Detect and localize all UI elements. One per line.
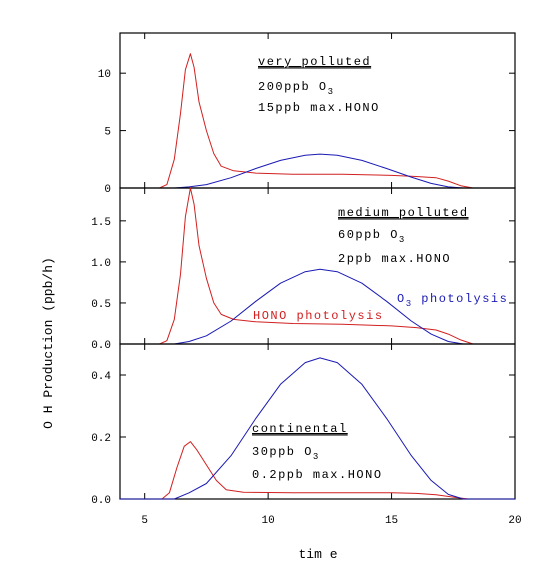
x-tick-label: 5 (141, 515, 148, 527)
y-tick-label: 5 (104, 127, 111, 139)
annotation-ozone-sub: 3 (399, 235, 406, 245)
o3-photolysis-line (120, 153, 515, 189)
annotation-ozone: 200ppb O3 (258, 80, 335, 97)
annotation-ozone: 60ppb O3 (338, 228, 406, 245)
y-tick-label: 1.0 (91, 258, 111, 270)
o3-photolysis-label: O3 photolysis (397, 292, 508, 309)
annotation-hono: 15ppb max.HONO (258, 101, 380, 115)
annotation-ozone: 30ppb O3 (252, 445, 320, 462)
y-tick-label: 10 (98, 69, 111, 81)
annotation-ozone-main: 200ppb O (258, 80, 328, 94)
annotation-hono: 0.2ppb max.HONO (252, 468, 383, 482)
annotation-ozone-main: 60ppb O (338, 228, 399, 242)
annotation-heading: continental (252, 422, 348, 436)
hono-photolysis-line (120, 53, 515, 189)
annotation-heading: medium polluted (338, 206, 469, 220)
y-tick-label: 0.2 (91, 433, 111, 445)
y-tick-label: 0.5 (91, 299, 111, 311)
annotation-hono: 2ppb max.HONO (338, 252, 451, 266)
o3-label-rest: photolysis (413, 292, 509, 306)
o3-photolysis-line (120, 268, 515, 345)
annotation-ozone-sub: 3 (328, 87, 335, 97)
x-tick-label: 20 (508, 515, 521, 527)
panel-continental: 0.0 0.2 0.4 continental 30ppb O3 0.2ppb max.H… (91, 343, 516, 507)
hono-photolysis-line (120, 441, 515, 500)
annotation-ozone-sub: 3 (313, 452, 320, 462)
y-axis-title: O H Production (ppb/h) (41, 257, 56, 429)
y-tick-label: 0 (104, 184, 111, 196)
hono-photolysis-line (120, 187, 515, 345)
panel-frame (119, 343, 516, 500)
x-axis-title: tim e (298, 547, 337, 562)
x-tick-label: 15 (385, 515, 398, 527)
o3-photolysis-line (120, 357, 515, 500)
o3-label-sub: 3 (406, 299, 413, 309)
o3-label-main: O (397, 292, 406, 306)
x-tick-label: 10 (262, 515, 275, 527)
y-tick-label: 0.0 (91, 495, 111, 507)
hono-photolysis-label: HONO photolysis (253, 309, 384, 323)
panel-very-polluted: 0 5 10 very polluted 200ppb O3 15ppb max.HONO (98, 32, 516, 196)
annotation-heading: very polluted (258, 55, 371, 69)
y-tick-label: 1.5 (91, 217, 111, 229)
y-tick-label: 0.0 (91, 340, 111, 352)
annotation-ozone-main: 30ppb O (252, 445, 313, 459)
y-tick-label: 0.4 (91, 371, 111, 383)
